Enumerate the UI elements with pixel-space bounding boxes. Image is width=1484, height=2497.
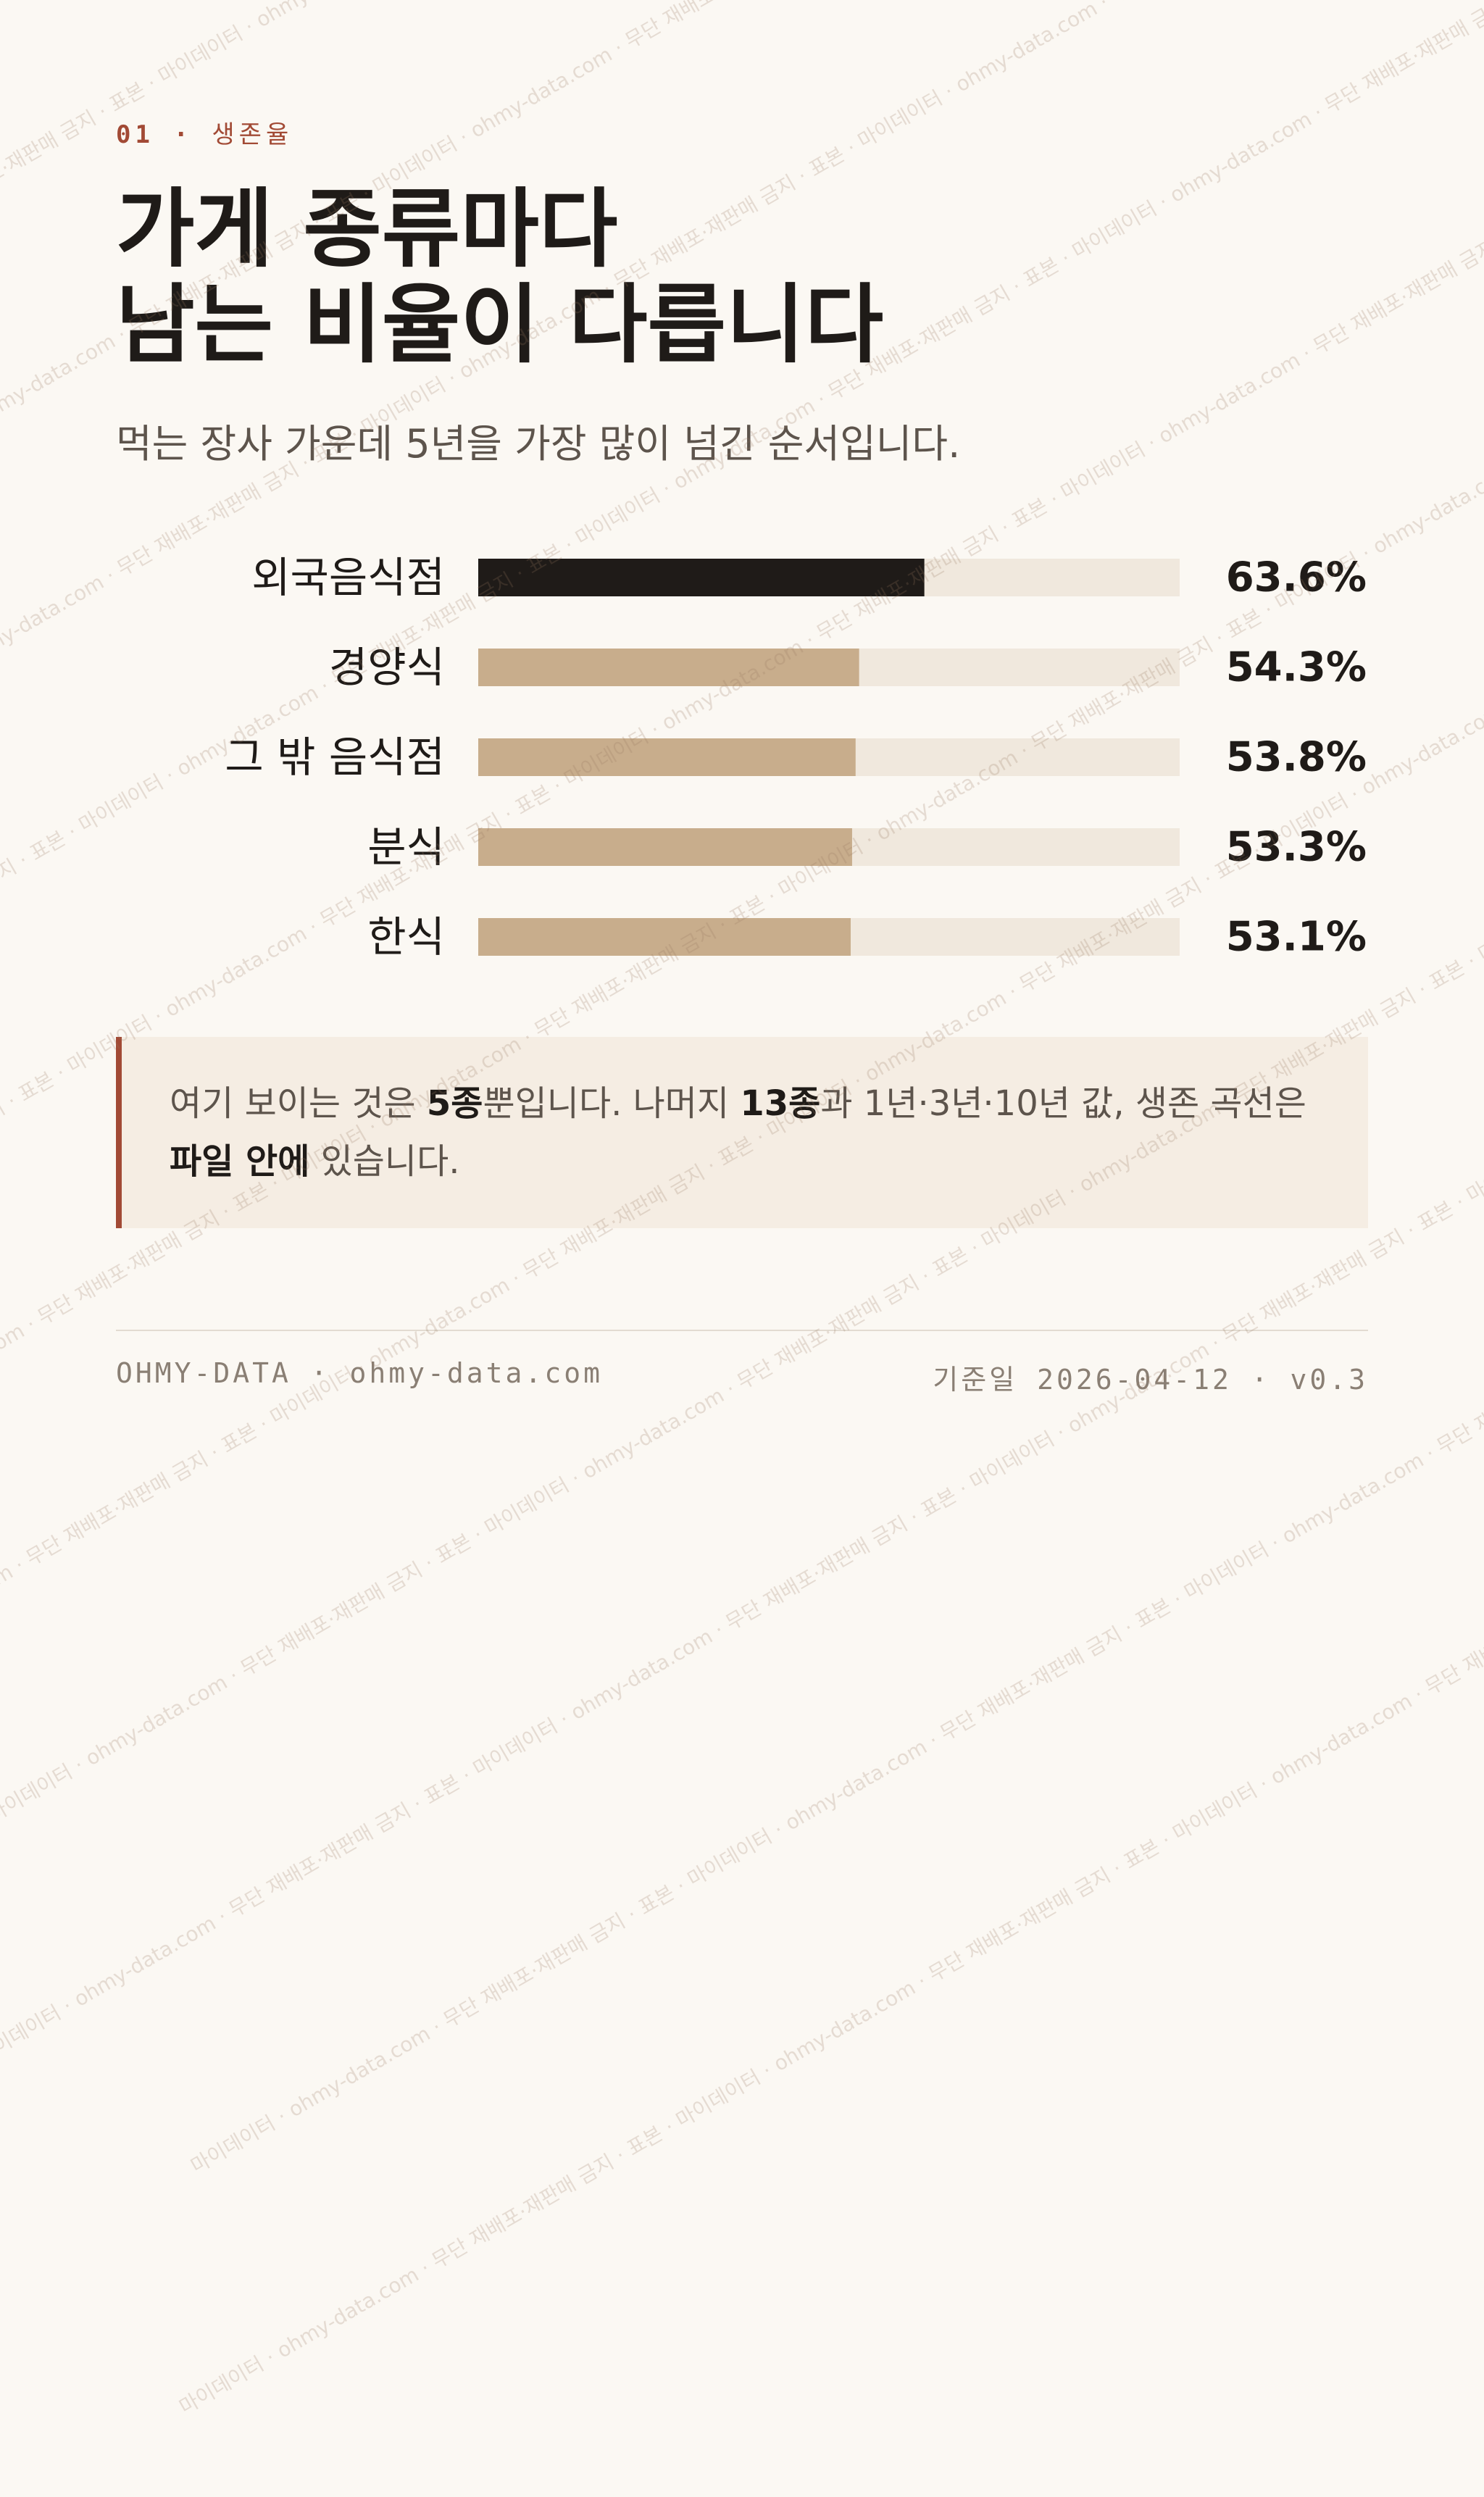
footer-divider	[116, 1330, 1368, 1331]
bar	[478, 828, 852, 866]
value-label: 53.8%	[1226, 734, 1367, 781]
section-label: 생존율	[212, 120, 293, 149]
survival-bar-chart: 외국음식점 63.6% 경양식 54.3% 그 밖 음식점 53.8% 분식 53.3% 한식 5…	[225, 553, 1367, 962]
note-text-1: 여기 보이는 것은	[170, 1083, 427, 1124]
bar	[478, 738, 856, 776]
category-label: 한식	[367, 912, 445, 962]
section-eyebrow: 01 · 생존율	[116, 114, 293, 150]
note-bold-1: 5종	[426, 1083, 483, 1124]
footer-date: 기준일 2026-04-12 · v0.3	[933, 1357, 1368, 1397]
note-text-2: 뿐입니다. 나머지	[483, 1083, 741, 1124]
footer-date-label: 기준일	[933, 1364, 1018, 1396]
footer-brand: OHMY-DATA · ohmy-data.com	[116, 1357, 603, 1389]
note-text-4: 있습니다.	[309, 1141, 460, 1182]
section-number: 01	[116, 120, 154, 149]
category-label: 경양식	[329, 643, 445, 692]
value-label: 53.3%	[1226, 824, 1367, 871]
note-text-3: 과 1년·3년·10년 값, 생존 곡선은	[820, 1083, 1306, 1124]
title-line-1: 가게 종류마다	[116, 179, 618, 279]
page-title: 가게 종류마다 남는 비율이 다릅니다	[116, 181, 883, 372]
value-label: 63.6%	[1226, 554, 1367, 601]
bar	[478, 918, 851, 956]
category-label: 외국음식점	[251, 553, 445, 602]
category-label: 그 밖 음식점	[225, 733, 445, 782]
page-subtitle: 먹는 장사 가운데 5년을 가장 많이 넘긴 순서입니다.	[116, 421, 961, 467]
note-bold-3: 파일 안에	[170, 1141, 310, 1182]
section-separator: ·	[173, 120, 193, 149]
footer-date-value: 2026-04-12 · v0.3	[1037, 1364, 1368, 1396]
value-label: 54.3%	[1226, 644, 1367, 691]
bar	[478, 559, 925, 596]
value-label: 53.1%	[1226, 914, 1367, 961]
title-line-2: 남는 비율이 다릅니다	[116, 275, 884, 375]
bar	[478, 649, 859, 686]
note-bold-2: 13종	[740, 1083, 821, 1124]
info-note: 여기 보이는 것은 5종뿐입니다. 나머지 13종과 1년·3년·10년 값, …	[116, 1037, 1368, 1228]
category-label: 분식	[367, 822, 445, 872]
